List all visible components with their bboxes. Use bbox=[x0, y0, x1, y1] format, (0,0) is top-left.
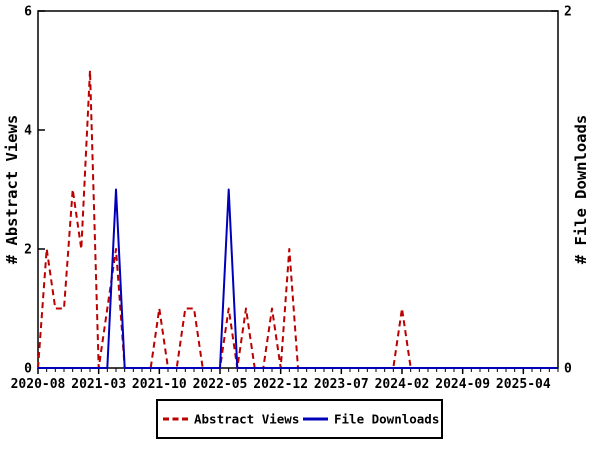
legend-box bbox=[156, 399, 443, 439]
y-left-tick-label: 2 bbox=[24, 243, 32, 258]
series-lines bbox=[37, 69, 558, 369]
y-right-tick-label: 2 bbox=[564, 5, 572, 20]
x-tick-label: 2021-03 bbox=[71, 377, 126, 392]
file-downloads-line bbox=[38, 188, 558, 369]
x-tick-label: 2022-12 bbox=[253, 377, 308, 392]
y-left-tick-label: 4 bbox=[24, 124, 32, 139]
right-axis-title: # File Downloads bbox=[572, 115, 590, 264]
x-tick-label: 2021-10 bbox=[132, 377, 187, 392]
legend: Abstract Views File Downloads bbox=[156, 399, 443, 439]
y-left-tick-label: 6 bbox=[24, 5, 32, 20]
x-tick-label: 2020-08 bbox=[11, 377, 66, 392]
y-right-tick-label: 0 bbox=[564, 362, 572, 377]
x-tick-label: 2023-07 bbox=[314, 377, 369, 392]
x-tick-label: 2025-04 bbox=[496, 377, 551, 392]
x-tick-label: 2022-05 bbox=[193, 377, 248, 392]
x-tick-label: 2024-02 bbox=[375, 377, 430, 392]
axis-ticks: 0 2 4 6 0 2 2020-08 2021-03 2021-10 2022-05 2022-1… bbox=[11, 5, 572, 393]
abstract-views-line bbox=[37, 69, 558, 369]
left-axis-title: # Abstract Views bbox=[3, 115, 21, 264]
legend-label-file-downloads: File Downloads bbox=[334, 412, 439, 427]
legend-label-abstract-views: Abstract Views bbox=[194, 412, 299, 427]
y-left-tick-label: 0 bbox=[24, 362, 32, 377]
x-tick-label: 2024-09 bbox=[435, 377, 490, 392]
